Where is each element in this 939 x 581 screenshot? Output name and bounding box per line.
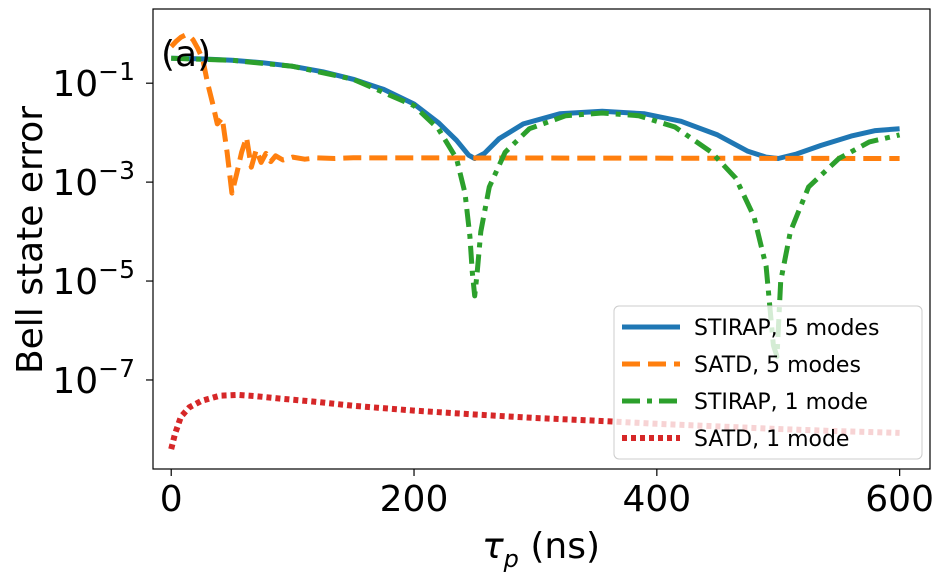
plot-frame (152, 8, 931, 470)
legend: STIRAP, 5 modes SATD, 5 modes STIRAP, 1 mo… (613, 305, 923, 460)
legend-label-1: STIRAP, 5 modes (694, 316, 879, 341)
panel-label: (a) (161, 34, 211, 75)
y-tick-label: 10−3 (52, 156, 135, 204)
series-line-2 (169, 32, 900, 196)
legend-label-3: STIRAP, 1 mode (694, 390, 868, 415)
series-line-1 (171, 55, 900, 161)
y-axis: 10−1 10−3 10−5 10−7 (52, 57, 153, 402)
x-tick-label: 600 (865, 479, 934, 520)
legend-label-2: SATD, 5 modes (694, 353, 861, 378)
series-line-3 (171, 55, 901, 359)
legend-label-4: SATD, 1 mode (694, 427, 849, 452)
x-axis: 0 200 400 600 (160, 469, 934, 520)
x-axis-title: τp (ns) (482, 526, 600, 573)
x-axis-title-symbol: τ (482, 526, 504, 567)
x-axis-title-subscript: p (503, 545, 519, 573)
x-tick-label: 200 (380, 479, 449, 520)
x-tick-label: 400 (622, 479, 691, 520)
y-tick-label: 10−7 (52, 354, 135, 402)
y-tick-label: 10−1 (52, 57, 135, 105)
legend-box (613, 305, 923, 460)
x-tick-label: 0 (160, 479, 183, 520)
y-axis-title: Bell state error (10, 106, 51, 374)
x-axis-title-unit: (ns) (519, 526, 600, 567)
y-tick-label: 10−5 (52, 255, 135, 303)
